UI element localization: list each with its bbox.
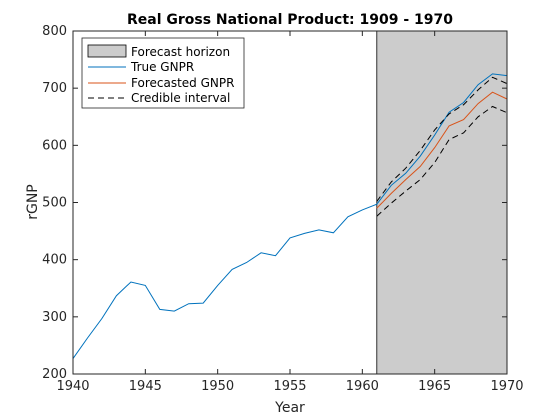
x-tick-label: 1955 xyxy=(273,379,306,394)
y-tick-label: 500 xyxy=(42,196,67,211)
chart-title: Real Gross National Product: 1909 - 1970 xyxy=(127,12,453,28)
series-line-credible-upper xyxy=(376,76,508,202)
legend-label-true-gnpr: True GNPR xyxy=(130,60,194,74)
axis-ticks: 1940 1945 1950 1955 1960 1965 1970 200 300 400 500… xyxy=(42,24,523,394)
x-tick-label: 1970 xyxy=(490,379,523,394)
x-tick-label: 1960 xyxy=(346,379,379,394)
series-line-forecasted-gnpr xyxy=(376,91,508,209)
legend-label-forecast-horizon: Forecast horizon xyxy=(131,45,230,59)
y-tick-label: 300 xyxy=(42,310,67,325)
legend-label-forecasted-gnpr: Forecasted GNPR xyxy=(131,76,234,90)
series-lines xyxy=(72,73,508,359)
y-tick-label: 700 xyxy=(42,81,67,96)
forecast-horizon-region xyxy=(376,30,508,375)
y-tick-label: 800 xyxy=(42,24,67,39)
series-line-credible-lower xyxy=(376,105,508,217)
x-tick-label: 1945 xyxy=(129,379,162,394)
y-tick-label: 400 xyxy=(42,253,67,268)
x-axis-title: Year xyxy=(274,400,305,416)
legend: Forecast horizon True GNPR Forecasted GN… xyxy=(81,37,245,109)
y-tick-label: 200 xyxy=(42,367,67,382)
x-tick-label: 1940 xyxy=(56,379,89,394)
y-axis-title: rGNP xyxy=(25,184,41,220)
x-tick-label: 1965 xyxy=(418,379,451,394)
legend-label-credible-interval: Credible interval xyxy=(131,91,230,105)
series-line-true-gnpr xyxy=(72,73,508,359)
y-tick-label: 600 xyxy=(42,138,67,153)
x-tick-label: 1950 xyxy=(201,379,234,394)
legend-swatch-forecast-horizon xyxy=(87,44,127,58)
